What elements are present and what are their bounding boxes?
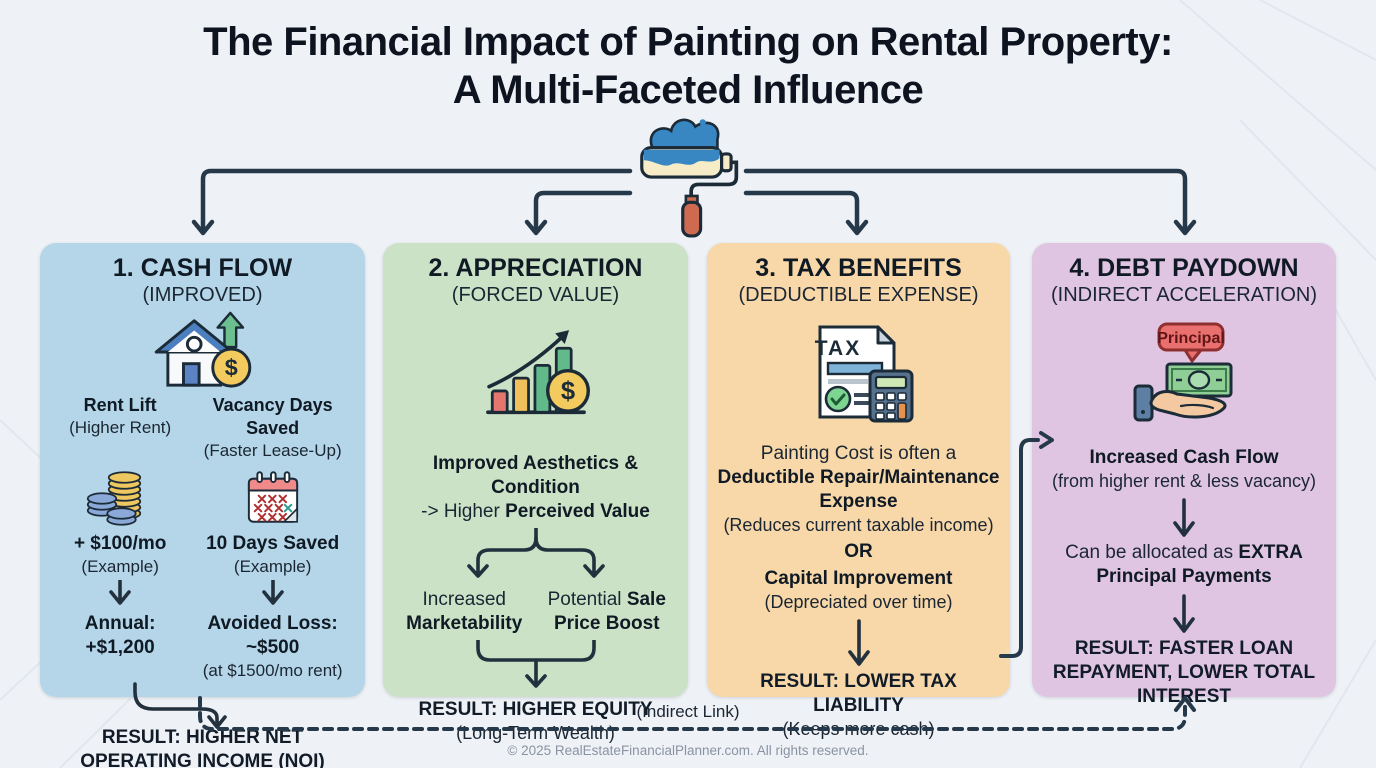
statement-arrow-text: -> Higher xyxy=(421,501,506,522)
panel2-subheading: (FORCED VALUE) xyxy=(451,284,620,306)
avoided-loss-value: Avoided Loss: ~$500 xyxy=(207,613,338,658)
panel2-result-sub: (Long-Term Wealth) xyxy=(456,723,615,743)
indirect-link-label: (Indirect Link) xyxy=(636,702,740,721)
principal-tag-label: Principal xyxy=(1157,330,1225,347)
depreciated-line: (Depreciated over time) xyxy=(764,592,953,612)
capital-improvement-line: Capital Improvement xyxy=(764,568,953,589)
panel-debt-paydown: 4. DEBT PAYDOWN (INDIRECT ACCELERATION) … xyxy=(1032,243,1336,707)
tax-label: TAX xyxy=(814,337,860,360)
vacancy-days-sublabel: (Faster Lease-Up) xyxy=(203,441,342,460)
down-arrow xyxy=(109,580,131,605)
calendar-icon xyxy=(247,471,298,523)
deductible-expense-line: Deductible Repair/Maintenance Expense xyxy=(717,467,1000,512)
down-arrow xyxy=(847,619,870,666)
house-value-icon: $ xyxy=(154,311,251,388)
panel4-subheading: (INDIRECT ACCELERATION) xyxy=(1051,284,1317,306)
dollar-glyph: $ xyxy=(224,354,237,380)
branch-sale-price: Potential Sale Price Boost xyxy=(547,589,666,634)
panel4-heading: 4. DEBT PAYDOWN xyxy=(1069,254,1299,282)
page-title-line1: The Financial Impact of Painting on Rent… xyxy=(203,20,1173,64)
panel1-subheading: (IMPROVED) xyxy=(142,284,263,306)
growth-chart-icon: $ xyxy=(485,330,590,415)
panel3-subheading: (DEDUCTIBLE EXPENSE) xyxy=(738,284,979,306)
paint-roller-icon xyxy=(640,118,739,238)
reduces-income-line: (Reduces current taxable income) xyxy=(723,515,994,535)
split-branch-arrows xyxy=(466,528,605,578)
panel4-result: RESULT: FASTER LOAN REPAYMENT, LOWER TOT… xyxy=(1052,638,1316,707)
panel-appreciation: 2. APPRECIATION (FORCED VALUE) $ Improve… xyxy=(383,243,688,743)
vacancy-example-value: 10 Days Saved xyxy=(206,533,340,554)
page-title: The Financial Impact of Painting on Rent… xyxy=(0,18,1376,114)
painting-cost-line: Painting Cost is often a xyxy=(760,443,957,464)
aesthetics-statement: Improved Aesthetics & Condition xyxy=(432,453,639,498)
panel2-heading: 2. APPRECIATION xyxy=(428,254,643,282)
avoided-loss-note: (at $1500/mo rent) xyxy=(202,661,343,680)
rent-lift-label: Rent Lift xyxy=(83,395,157,415)
rent-example-value: + $100/mo xyxy=(73,533,167,554)
vacancy-days-label: Vacancy Days Saved xyxy=(212,395,333,438)
panel1-result: RESULT: HIGHER NET OPERATING INCOME (NOI… xyxy=(80,727,325,768)
dollar-glyph: $ xyxy=(560,377,574,405)
vacancy-example-note: (Example) xyxy=(233,557,312,576)
merge-branch-arrows xyxy=(475,640,596,688)
branch-marketability: Increased Marketability xyxy=(406,589,523,634)
copyright-footer: © 2025 RealEstateFinancialPlanner.com. A… xyxy=(507,743,869,758)
down-arrow xyxy=(1173,498,1195,537)
rent-lift-sublabel: (Higher Rent) xyxy=(69,418,172,437)
panel1-heading: 1. CASH FLOW xyxy=(112,254,293,282)
panel-tax-benefits: 3. TAX BENEFITS (DEDUCTIBLE EXPENSE) TAX xyxy=(707,243,1010,739)
annual-gain-value: Annual: +$1,200 xyxy=(84,613,156,658)
panel3-heading: 3. TAX BENEFITS xyxy=(755,254,962,282)
extra-principal-line: Can be allocated as EXTRA Principal Paym… xyxy=(1065,542,1303,587)
tax-calculator-icon: TAX xyxy=(814,325,913,423)
down-arrow xyxy=(261,580,284,605)
or-label: OR xyxy=(844,541,873,562)
coins-icon xyxy=(86,471,142,526)
increased-cash-flow-line: Increased Cash Flow xyxy=(1089,447,1279,468)
hand-money-icon: Principal xyxy=(1133,322,1233,422)
page-title-line2: A Multi-Faceted Influence xyxy=(452,68,924,112)
panel-cash-flow: 1. CASH FLOW (IMPROVED) $ Rent Lift (Hig… xyxy=(40,243,365,768)
increased-cash-flow-note: (from higher rent & less vacancy) xyxy=(1051,471,1317,491)
perceived-value-text: Perceived Value xyxy=(505,501,650,522)
rent-example-note: (Example) xyxy=(81,557,159,576)
down-arrow xyxy=(1173,594,1195,633)
